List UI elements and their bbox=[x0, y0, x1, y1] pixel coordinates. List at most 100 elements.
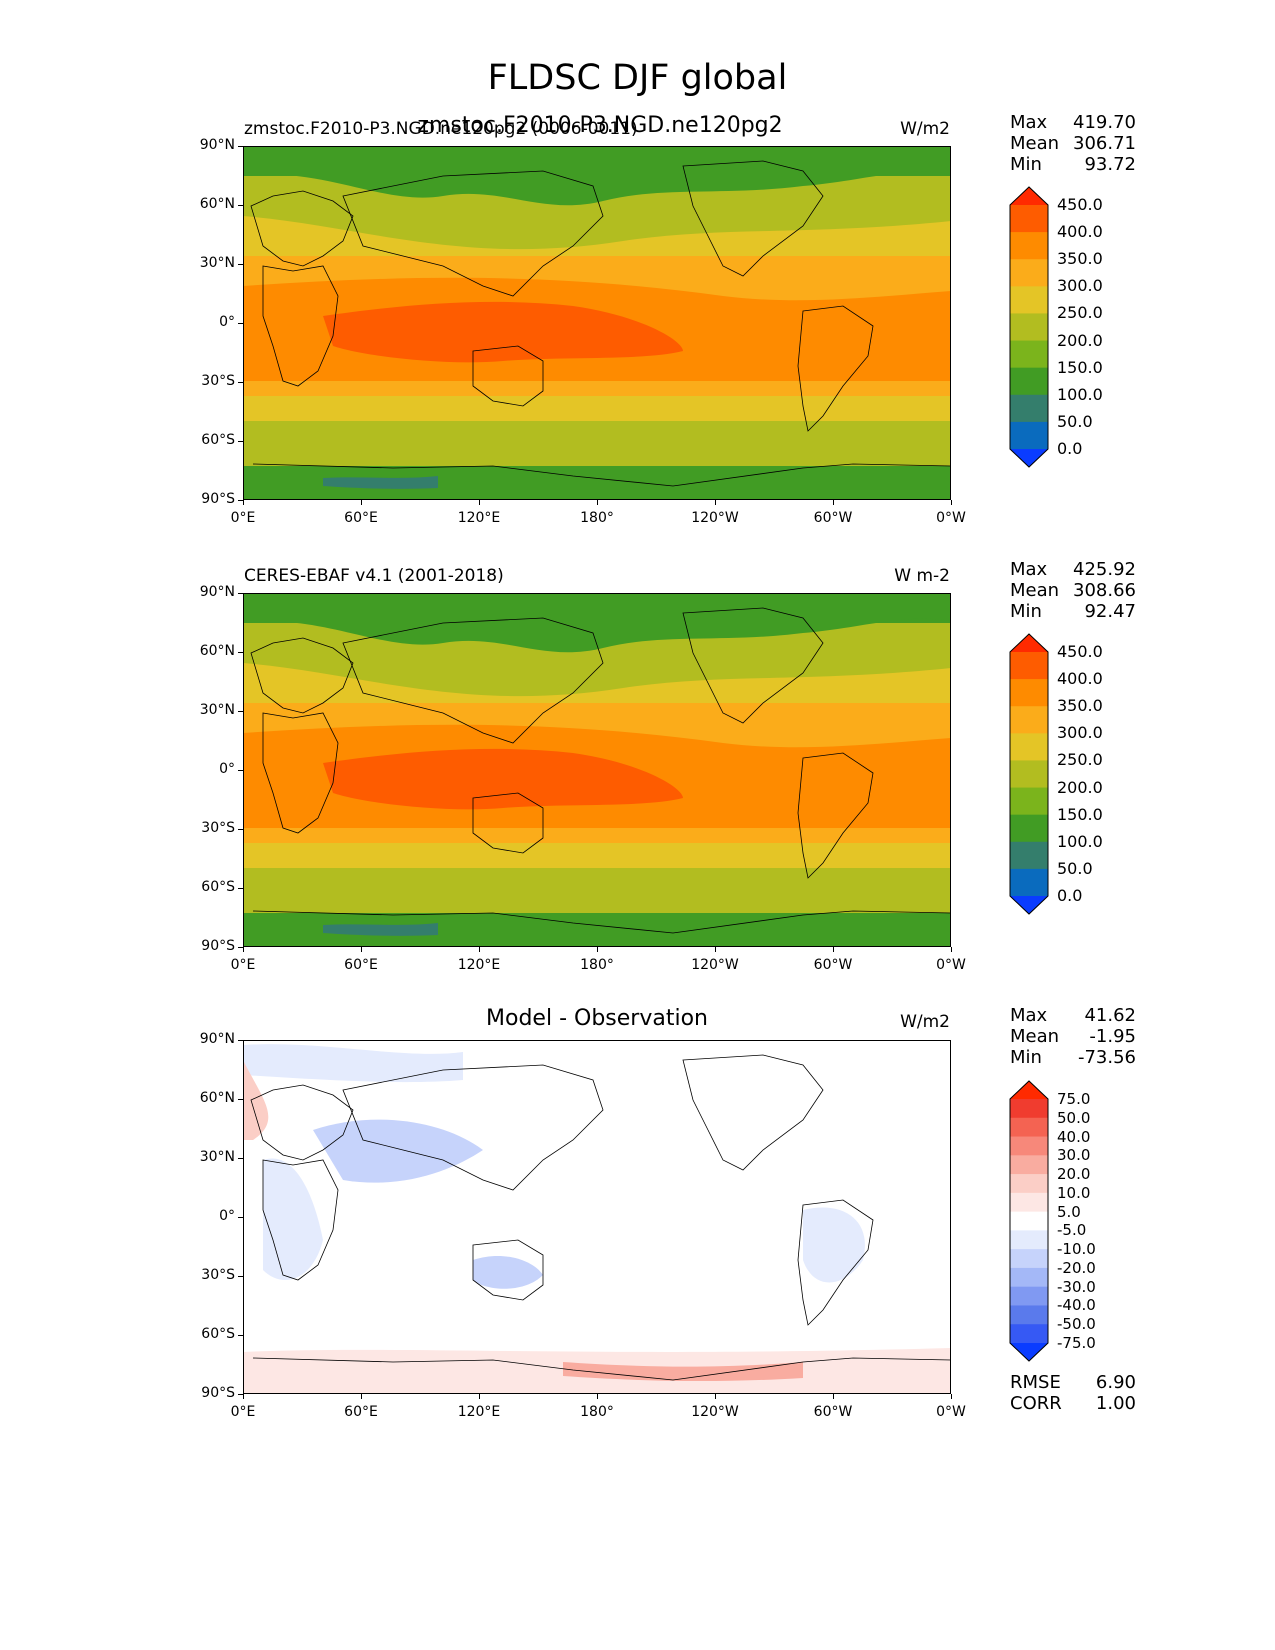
max-label: Max bbox=[1010, 559, 1048, 580]
colorbar-extend-top bbox=[1010, 187, 1048, 205]
lon-tick-mark bbox=[951, 500, 952, 505]
min-value: -73.56 bbox=[1077, 1047, 1136, 1068]
lat-tick-label: 90°N bbox=[199, 137, 235, 153]
max-label: Max bbox=[1010, 112, 1048, 133]
coastline-3 bbox=[472, 345, 544, 407]
mean-label: Mean bbox=[1010, 580, 1060, 601]
colorbar-tick-label: 450.0 bbox=[1057, 195, 1103, 214]
colorbar-extend-top bbox=[1010, 634, 1048, 652]
colorbar-tick-label: -30.0 bbox=[1057, 1277, 1096, 1296]
panel3-skill-stats: RMSE 6.90 CORR 1.00 bbox=[1010, 1372, 1136, 1414]
mean-label: Mean bbox=[1010, 1026, 1060, 1047]
north-polar-wave bbox=[243, 593, 951, 653]
colorbar-segment bbox=[1010, 868, 1048, 897]
lon-tick-label: 120°E bbox=[457, 1404, 501, 1420]
lon-tick-mark bbox=[361, 500, 362, 505]
mean-value: 308.66 bbox=[1073, 580, 1136, 601]
colorbar bbox=[1009, 1080, 1049, 1362]
lon-tick-mark bbox=[479, 1394, 480, 1399]
panel2-map bbox=[243, 593, 952, 951]
lat-tick-label: 90°N bbox=[199, 584, 235, 600]
antarctic-low bbox=[323, 923, 438, 936]
colorbar-segment bbox=[1010, 706, 1048, 734]
coastline-1 bbox=[262, 1159, 339, 1281]
lat-tick-mark bbox=[238, 888, 243, 889]
max-value: 41.62 bbox=[1084, 1005, 1136, 1026]
lat-tick-label: 60°N bbox=[199, 643, 235, 659]
antarctic-low bbox=[323, 476, 438, 489]
lon-tick-mark bbox=[361, 1394, 362, 1399]
colorbar-tick-label: -20.0 bbox=[1057, 1258, 1096, 1277]
lon-tick-label: 60°E bbox=[344, 1404, 378, 1420]
colorbar-segment bbox=[1010, 421, 1048, 450]
max-value: 425.92 bbox=[1073, 559, 1136, 580]
coastline-4 bbox=[682, 160, 824, 277]
colorbar-tick-label: 40.0 bbox=[1057, 1127, 1091, 1146]
lat-tick-mark bbox=[238, 382, 243, 383]
colorbar-tick-label: 0.0 bbox=[1057, 439, 1083, 458]
lon-tick-mark bbox=[479, 500, 480, 505]
diff-pos-antarctic-core bbox=[563, 1362, 803, 1382]
diff-neg-samerica bbox=[803, 1207, 865, 1283]
lon-tick-label: 0°W bbox=[936, 510, 966, 526]
mean-value: -1.95 bbox=[1089, 1026, 1136, 1047]
colorbar-segment bbox=[1010, 652, 1048, 680]
colorbar-tick-label: 30.0 bbox=[1057, 1146, 1091, 1165]
lon-tick-label: 60°W bbox=[813, 510, 853, 526]
lat-tick-mark bbox=[238, 323, 243, 324]
lon-tick-label: 0°E bbox=[230, 1404, 256, 1420]
lon-tick-mark bbox=[243, 947, 244, 952]
colorbar-segment bbox=[1010, 313, 1048, 342]
lon-tick-mark bbox=[715, 1394, 716, 1399]
subtrop-north bbox=[243, 216, 951, 264]
coastline-3 bbox=[472, 792, 544, 854]
lat-tick-mark bbox=[238, 1099, 243, 1100]
colorbar-segment bbox=[1010, 1305, 1048, 1325]
diff-pos-europe bbox=[243, 1060, 269, 1140]
lat-tick-mark bbox=[238, 1394, 243, 1395]
panel2-stats: Max 425.92 Mean 308.66 Min 92.47 bbox=[1010, 559, 1136, 622]
diff-neg-asia bbox=[313, 1119, 483, 1183]
colorbar-tick-label: 50.0 bbox=[1057, 411, 1093, 431]
lat-tick-label: 90°N bbox=[199, 1031, 235, 1047]
lon-tick-mark bbox=[833, 1394, 834, 1399]
lat-tick-mark bbox=[238, 947, 243, 948]
lat-tick-label: 90°S bbox=[201, 1385, 235, 1401]
coastline-6 bbox=[252, 910, 952, 934]
lon-tick-label: 120°W bbox=[691, 1404, 739, 1420]
lon-tick-label: 60°E bbox=[344, 510, 378, 526]
lon-tick-label: 60°W bbox=[813, 1404, 853, 1420]
corr-value: 1.00 bbox=[1095, 1393, 1136, 1414]
lat-tick-mark bbox=[238, 1276, 243, 1277]
colorbar-tick-label: 300.0 bbox=[1057, 723, 1103, 743]
lat-tick-mark bbox=[238, 441, 243, 442]
min-label: Min bbox=[1010, 1047, 1042, 1068]
lon-tick-mark bbox=[951, 1394, 952, 1399]
panel1-stats: Max 419.70 Mean 306.71 Min 93.72 bbox=[1010, 112, 1136, 175]
lon-tick-label: 60°E bbox=[344, 957, 378, 973]
max-label: Max bbox=[1010, 1005, 1048, 1026]
colorbar-tick-label: 50.0 bbox=[1057, 1108, 1091, 1127]
coastline-1 bbox=[262, 712, 339, 834]
lon-tick-mark bbox=[361, 947, 362, 952]
coastline-1 bbox=[262, 265, 339, 387]
lon-tick-label: 60°W bbox=[813, 957, 853, 973]
subtrop-north bbox=[243, 663, 951, 711]
lat-tick-label: 60°S bbox=[201, 432, 235, 448]
warm-pool bbox=[323, 748, 683, 810]
coastline-0 bbox=[250, 190, 354, 267]
max-value: 419.70 bbox=[1073, 112, 1136, 133]
panel1-case-title: zmstoc.F2010-P3.NGD.ne120pg2 (0006-0011) bbox=[244, 119, 638, 139]
subtrop-south bbox=[243, 396, 951, 421]
colorbar-segment bbox=[1010, 1249, 1048, 1269]
lon-tick-label: 120°E bbox=[457, 957, 501, 973]
coastline-0 bbox=[250, 637, 354, 714]
lat-tick-label: 0° bbox=[219, 761, 235, 777]
panel1-case-title-overlap: zmstoc.F2010-P3.NGD.ne120pg2 bbox=[417, 113, 783, 138]
lat-tick-mark bbox=[238, 500, 243, 501]
lon-tick-mark bbox=[243, 1394, 244, 1399]
colorbar-tick-label: 100.0 bbox=[1057, 831, 1103, 851]
lat-tick-mark bbox=[238, 205, 243, 206]
lon-tick-mark bbox=[833, 947, 834, 952]
lon-tick-mark bbox=[951, 947, 952, 952]
